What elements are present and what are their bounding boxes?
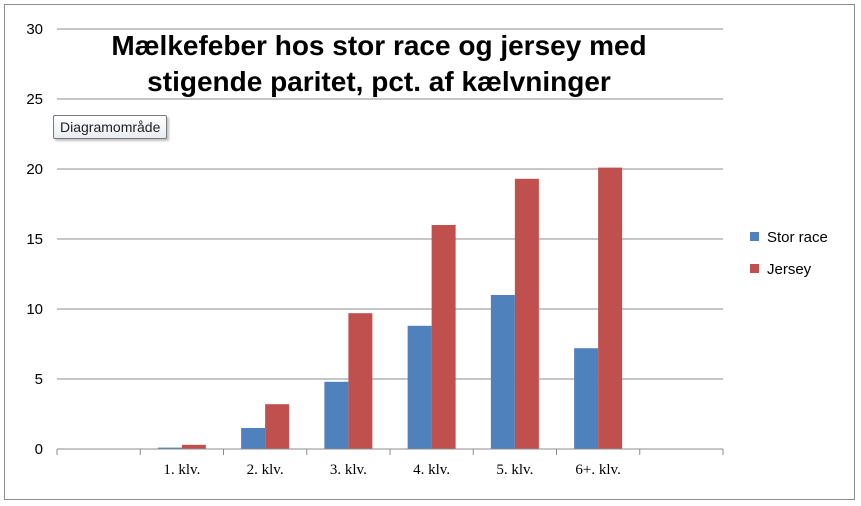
x-axis-tick-labels: 1. klv. 2. klv. 3. klv. 4. klv. 5. klv. 6+. k… [163,462,620,478]
bar-jersey[interactable] [181,444,206,449]
legend-label: Jersey [767,261,812,278]
bars [157,167,623,450]
x-tick-label: 6+. klv. [575,462,620,478]
chart-title-line-1: Mælkefeber hos stor race og jersey med [111,30,646,61]
bar-jersey[interactable] [348,313,373,449]
y-tick-label: 5 [35,371,43,388]
chart-title-line-2: stigende paritet, pct. af kælvninger [147,66,611,97]
legend-swatch [750,232,759,241]
bar-stor-race[interactable] [407,325,432,449]
y-tick-label: 0 [35,441,43,458]
y-tick-label: 30 [26,21,43,38]
legend-label: Stor race [767,229,828,246]
chart-title[interactable]: Mælkefeber hos stor race og jersey med s… [111,30,646,97]
y-tick-label: 10 [26,301,43,318]
y-tick-label: 25 [26,91,43,108]
y-tick-label: 20 [26,161,43,178]
bar-stor-race[interactable] [574,348,599,449]
x-tick-label: 4. klv. [413,462,450,478]
bar-jersey[interactable] [514,178,539,450]
y-axis-ticks: 0 5 10 15 20 25 30 [26,21,43,458]
bar-stor-race[interactable] [324,381,349,449]
x-tick-label: 1. klv. [163,462,200,478]
y-tick-label: 15 [26,231,43,248]
bar-stor-race[interactable] [241,428,266,449]
bar-stor-race[interactable] [490,295,515,449]
x-tick-label: 2. klv. [247,462,284,478]
x-tick-label: 3. klv. [330,462,367,478]
bar-jersey[interactable] [265,404,290,449]
legend-swatch [750,264,759,273]
bar-stor-race[interactable] [157,447,182,449]
bar-jersey[interactable] [431,225,456,449]
chart-svg: 0 5 10 15 20 25 30 1. klv. 2. klv. 3. klv. 4. klv… [26,21,828,478]
x-axis [56,448,724,455]
chart-area[interactable]: 0 5 10 15 20 25 30 1. klv. 2. klv. 3. klv. 4. klv… [4,4,855,500]
chart-area-tooltip: Diagramområde [53,115,168,139]
bar-jersey[interactable] [598,167,623,449]
x-tick-label: 5. klv. [496,462,533,478]
legend[interactable]: Stor race Jersey [750,229,828,278]
